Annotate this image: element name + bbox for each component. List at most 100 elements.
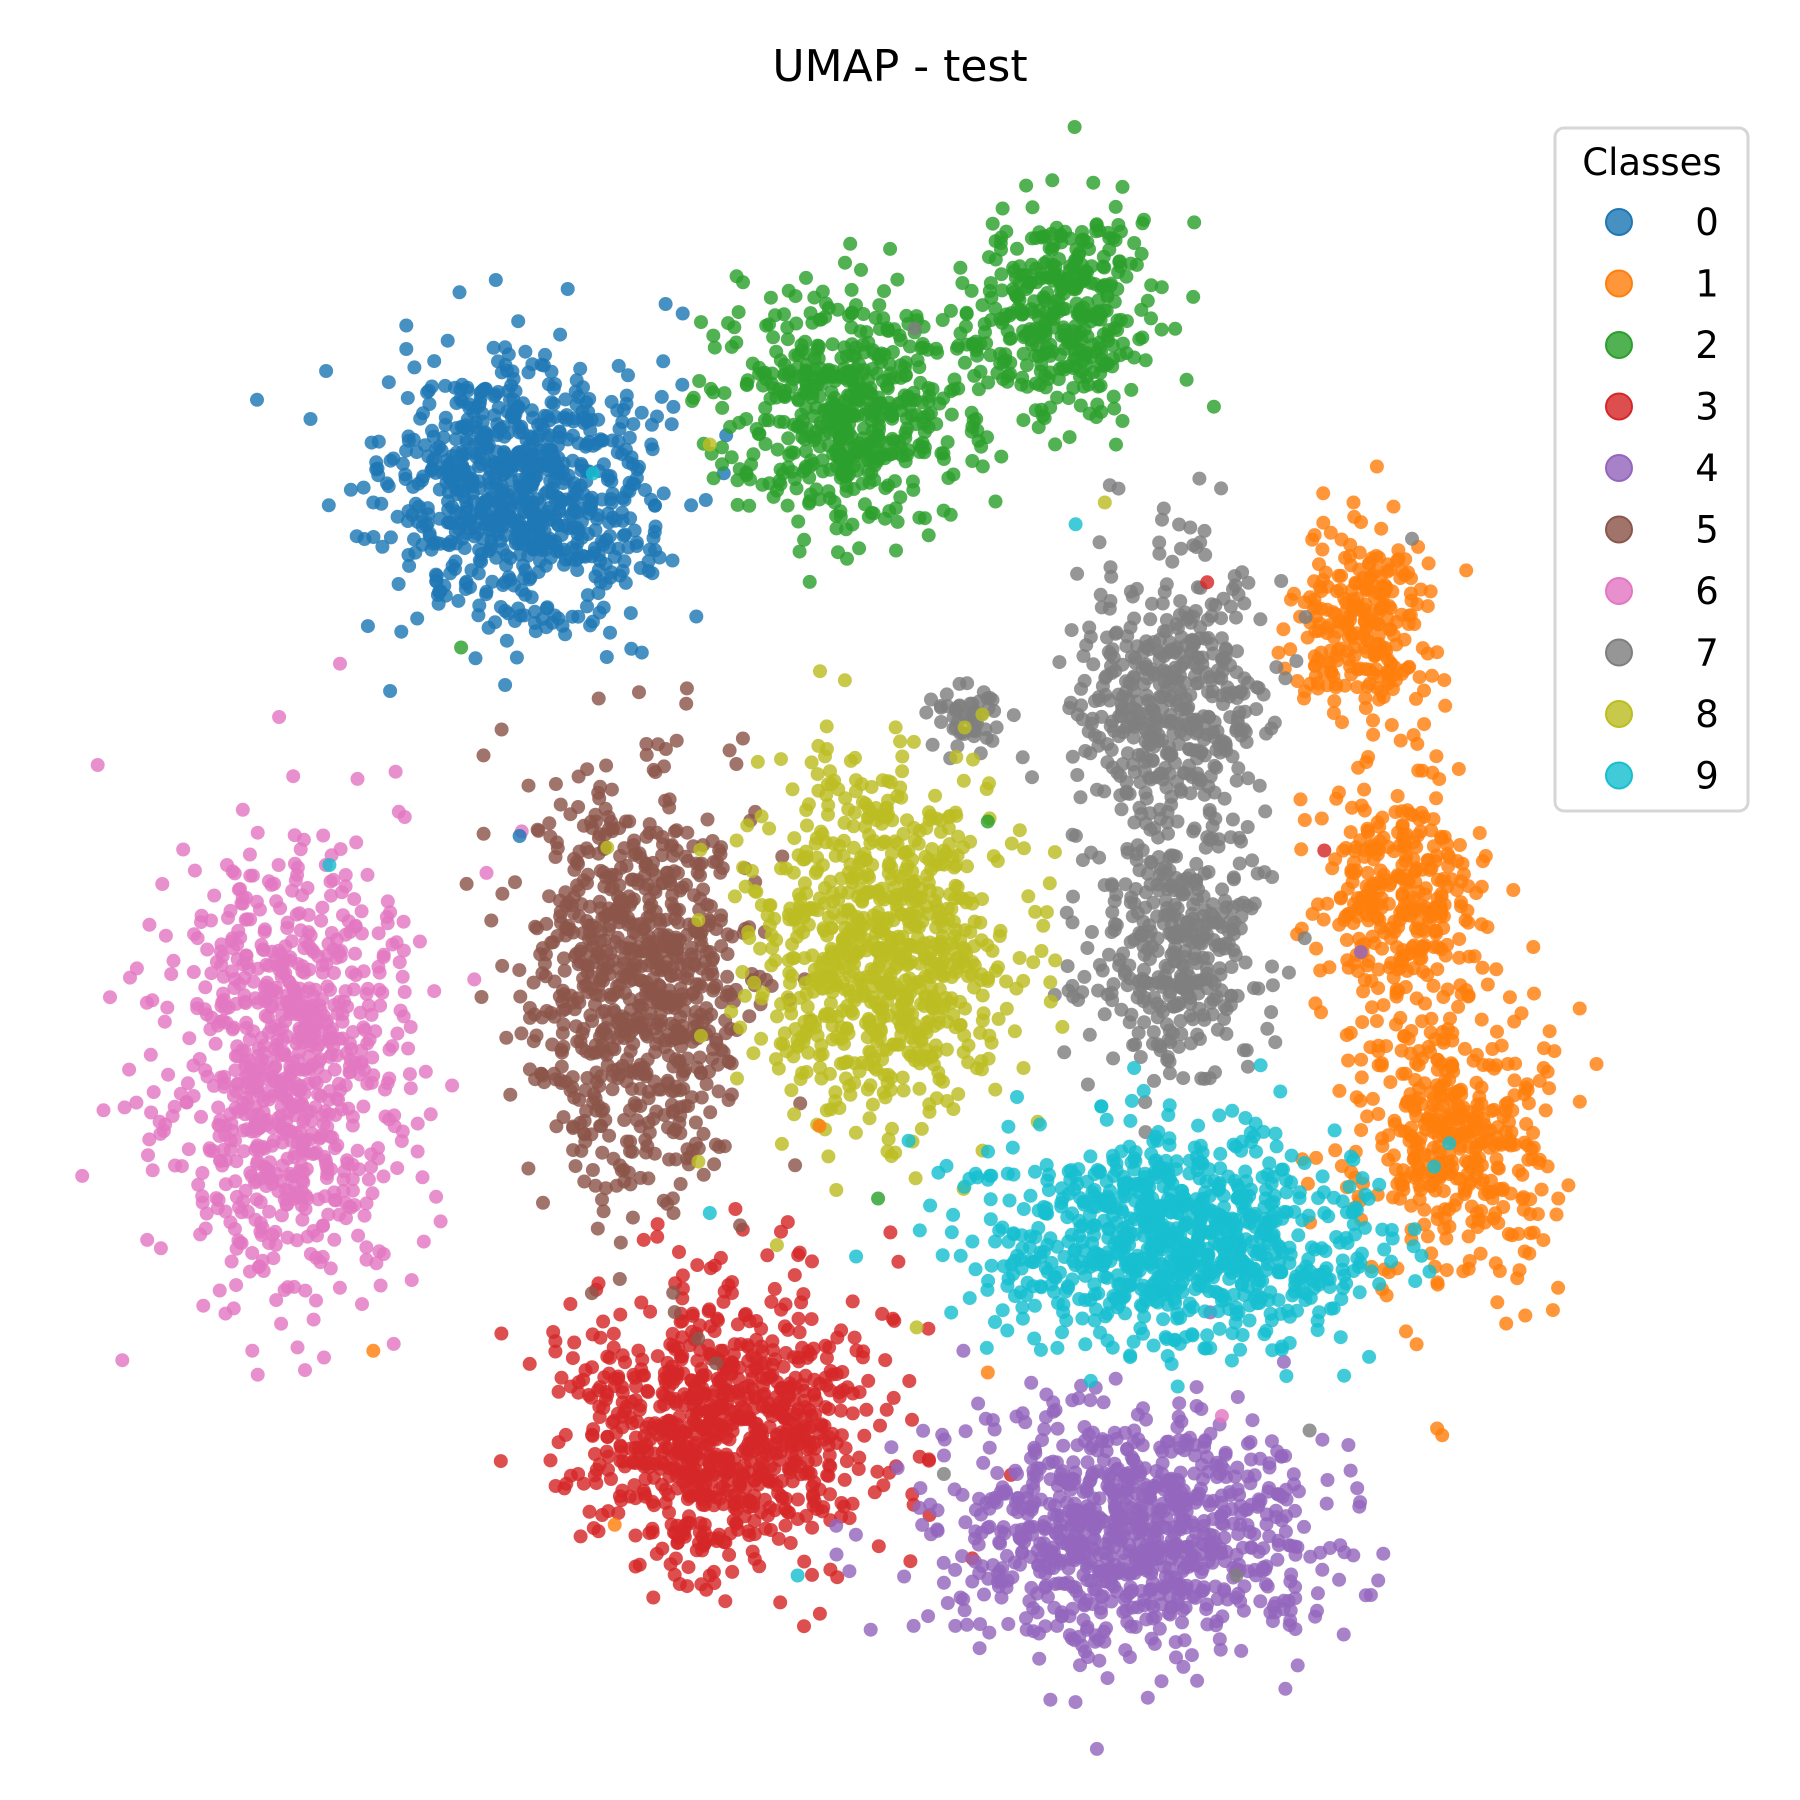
scatter-point-class-0 [629, 539, 644, 553]
scatter-point-class-1 [1430, 1062, 1445, 1077]
scatter-point-class-1 [1417, 683, 1431, 698]
scatter-point-class-3 [780, 1215, 795, 1230]
scatter-point-class-2 [936, 391, 951, 406]
scatter-point-class-0 [596, 457, 611, 472]
scatter-point-class-3 [808, 1435, 822, 1450]
scatter-point-class-1 [1429, 791, 1444, 806]
scatter-point-class-2 [1066, 361, 1081, 376]
scatter-point-class-0 [615, 415, 630, 429]
scatter-point-class-3 [767, 1281, 782, 1296]
scatter-point-class-2 [1063, 263, 1077, 278]
scatter-point-class-3 [886, 1390, 901, 1405]
scatter-point-class-0 [427, 354, 442, 369]
scatter-point-class-4 [1170, 1499, 1185, 1514]
scatter-point-class-1 [1488, 1206, 1503, 1221]
scatter-point-class-0 [457, 421, 472, 436]
scatter-point-class-1 [1492, 1264, 1507, 1278]
scatter-point-class-1 [1472, 1151, 1487, 1165]
scatter-point-class-1 [1523, 1192, 1538, 1207]
scatter-point-class-2 [839, 522, 854, 537]
scatter-point-class-4 [1139, 1612, 1154, 1627]
scatter-point-class-0 [552, 504, 567, 519]
scatter-point-class-4 [1107, 1456, 1122, 1471]
scatter-point-class-3 [591, 1524, 606, 1539]
scatter-point-class-1 [1536, 1061, 1551, 1075]
scatter-point-class-2 [742, 498, 757, 513]
scatter-point-class-1 [1527, 986, 1541, 1001]
scatter-point-class-4 [968, 1502, 983, 1517]
scatter-point-class-1 [1415, 1014, 1430, 1029]
scatter-point-class-2 [947, 372, 962, 387]
scatter-point-class-4 [955, 1549, 970, 1564]
scatter-point-class-5 [590, 1221, 605, 1236]
scatter-point-class-0 [443, 566, 458, 581]
scatter-point-class-3 [711, 1418, 726, 1433]
scatter-point-class-4 [1109, 1524, 1124, 1539]
scatter-point-class-4 [1116, 1546, 1131, 1561]
scatter-point-class-3 [636, 1232, 651, 1247]
scatter-point-class-2 [883, 241, 898, 256]
scatter-point-class-2 [839, 349, 854, 364]
scatter-point-class-1 [1480, 977, 1495, 992]
scatter-point-class-4 [1026, 1463, 1041, 1478]
scatter-point-class-4 [1200, 1597, 1214, 1612]
scatter-point-class-2 [1124, 382, 1139, 397]
scatter-point-class-0 [425, 423, 439, 438]
scatter-point-class-4 [1147, 1531, 1162, 1546]
scatter-point-class-4 [1043, 1692, 1058, 1707]
scatter-point-class-1 [1316, 486, 1331, 501]
scatter-point-class-0 [566, 428, 580, 443]
scatter-point-class-1 [1542, 1081, 1557, 1096]
scatter-point-class-2 [959, 337, 974, 352]
scatter-point-class-4 [863, 1622, 878, 1637]
scatter-point-class-4 [1133, 1465, 1148, 1479]
scatter-point-class-4 [1310, 1586, 1325, 1601]
scatter-point-class-4 [1175, 1615, 1189, 1630]
scatter-point-class-0 [470, 526, 484, 541]
scatter-point-class-2 [703, 381, 718, 396]
scatter-point-class-3 [902, 1374, 917, 1388]
scatter-point-class-1 [1394, 804, 1409, 819]
scatter-point-class-0 [511, 528, 526, 542]
scatter-point-class-3 [692, 1535, 706, 1550]
scatter-point-class-3 [792, 1325, 807, 1340]
scatter-point-class-2 [1033, 320, 1048, 335]
scatter-point-class-2 [872, 298, 887, 313]
scatter-point-class-0 [448, 432, 463, 447]
scatter-point-class-3 [775, 1474, 789, 1488]
scatter-point-class-1 [1343, 537, 1358, 552]
scatter-point-class-4 [1089, 1741, 1104, 1756]
scatter-point-class-4 [1196, 1472, 1210, 1487]
scatter-point-class-1 [1412, 670, 1427, 685]
scatter-point-class-0 [634, 645, 649, 660]
scatter-point-class-4 [921, 1609, 936, 1624]
scatter-point-class-5 [675, 1068, 690, 1082]
scatter-point-class-3 [586, 1422, 601, 1437]
scatter-point-class-1 [1474, 1012, 1489, 1027]
scatter-point-class-3 [718, 1382, 733, 1397]
scatter-point-class-0 [409, 445, 424, 460]
scatter-point-class-3 [798, 1368, 813, 1383]
scatter-point-class-2 [873, 322, 887, 336]
scatter-point-class-3 [670, 1518, 685, 1533]
scatter-point-class-3 [690, 1258, 705, 1273]
scatter-point-class-3 [818, 1400, 833, 1415]
scatter-point-class-2 [799, 377, 814, 392]
scatter-point-class-3 [822, 1448, 837, 1463]
scatter-point-class-5 [729, 757, 744, 771]
scatter-point-class-4 [916, 1423, 931, 1438]
scatter-point-class-3 [595, 1508, 610, 1522]
scatter-point-class-4 [937, 1448, 951, 1463]
scatter-point-class-1 [1328, 852, 1343, 867]
scatter-point-class-2 [724, 339, 739, 354]
scatter-point-class-2 [1093, 378, 1108, 393]
scatter-point-class-0 [383, 684, 398, 698]
scatter-point-class-4 [1092, 1653, 1107, 1668]
scatter-point-class-4 [1319, 1496, 1334, 1511]
scatter-point-class-3 [845, 1406, 860, 1421]
scatter-point-class-2 [912, 360, 927, 375]
scatter-point-class-0 [602, 515, 617, 530]
scatter-point-class-2 [1093, 307, 1108, 322]
scatter-point-class-4 [1217, 1530, 1232, 1545]
scatter-point-class-1 [1511, 1226, 1526, 1241]
